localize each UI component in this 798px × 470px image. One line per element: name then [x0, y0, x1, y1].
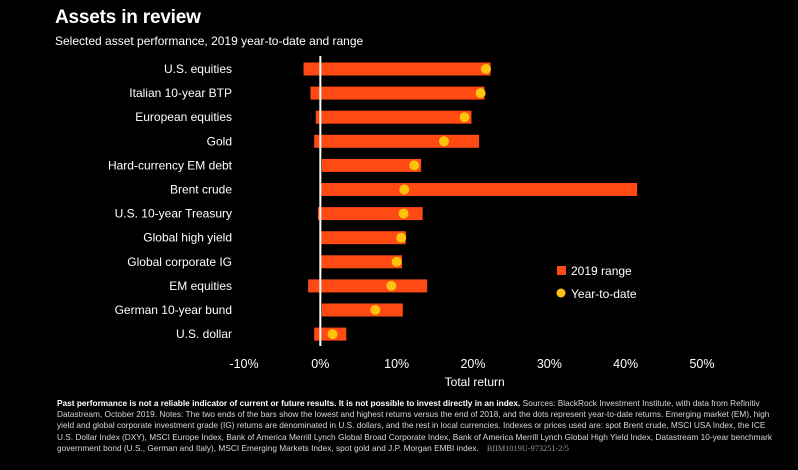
category-label: Brent crude — [170, 183, 232, 197]
ytd-dot — [475, 88, 486, 99]
ytd-dot — [409, 160, 420, 171]
range-bar — [321, 158, 422, 172]
category-label: U.S. dollar — [176, 327, 232, 341]
ytd-dot — [480, 64, 491, 74]
ytd-dot — [459, 112, 470, 123]
ytd-dot — [399, 184, 410, 195]
footnote-sources: Sources: BlackRock Investment Institute,… — [57, 398, 773, 453]
chart-title: Assets in review — [55, 7, 201, 28]
legend-ytd-swatch — [556, 288, 566, 298]
footnote: Past performance is not a reliable indic… — [57, 398, 777, 454]
footnote-disclaimer: Past performance is not a reliable indic… — [57, 398, 521, 408]
x-tick-label: 0% — [311, 357, 329, 371]
ytd-dot — [438, 136, 449, 147]
legend-ytd-label: Year-to-date — [571, 287, 637, 301]
range-bar — [321, 231, 406, 245]
ytd-dot — [391, 256, 402, 267]
chart-subtitle: Selected asset performance, 2019 year-to… — [55, 34, 364, 48]
range-bar — [310, 86, 485, 100]
legend-range-swatch — [557, 266, 566, 275]
ytd-dot — [396, 232, 407, 243]
range-bar — [321, 303, 403, 317]
legend-range-label: 2019 range — [571, 264, 632, 278]
x-axis-label: Total return — [445, 375, 505, 389]
x-tick-label: 30% — [537, 357, 562, 371]
range-bar — [318, 207, 423, 221]
range-bar — [321, 255, 403, 269]
category-label: Hard-currency EM debt — [108, 158, 233, 172]
category-label: U.S. 10-year Treasury — [115, 207, 232, 221]
category-label: U.S. equities — [164, 62, 232, 76]
range-bar — [314, 134, 480, 148]
x-tick-label: 20% — [460, 357, 485, 371]
category-label: German 10-year bund — [115, 303, 232, 317]
category-label: Gold — [207, 134, 232, 148]
range-bar — [308, 279, 428, 293]
category-label: European equities — [135, 110, 232, 124]
category-label: Global high yield — [143, 231, 232, 245]
ytd-dot — [386, 280, 397, 291]
x-tick-label: -10% — [229, 357, 258, 371]
ytd-dot — [327, 329, 338, 340]
x-tick-label: 40% — [613, 357, 638, 371]
x-tick-label: 10% — [384, 357, 409, 371]
ytd-dot — [370, 305, 381, 315]
category-label: Global corporate IG — [127, 255, 232, 269]
category-label: Italian 10-year BTP — [129, 86, 232, 100]
category-label: EM equities — [169, 279, 232, 293]
x-tick-label: 50% — [689, 357, 714, 371]
range-bar — [321, 183, 638, 196]
range-bar — [315, 110, 472, 124]
range-chart: U.S. equities Italian 10-year BTP European… — [108, 56, 715, 389]
ytd-dot — [398, 208, 409, 219]
document-code: BIIM1019U-973251-2/5 — [486, 443, 569, 453]
range-bar — [303, 62, 491, 76]
